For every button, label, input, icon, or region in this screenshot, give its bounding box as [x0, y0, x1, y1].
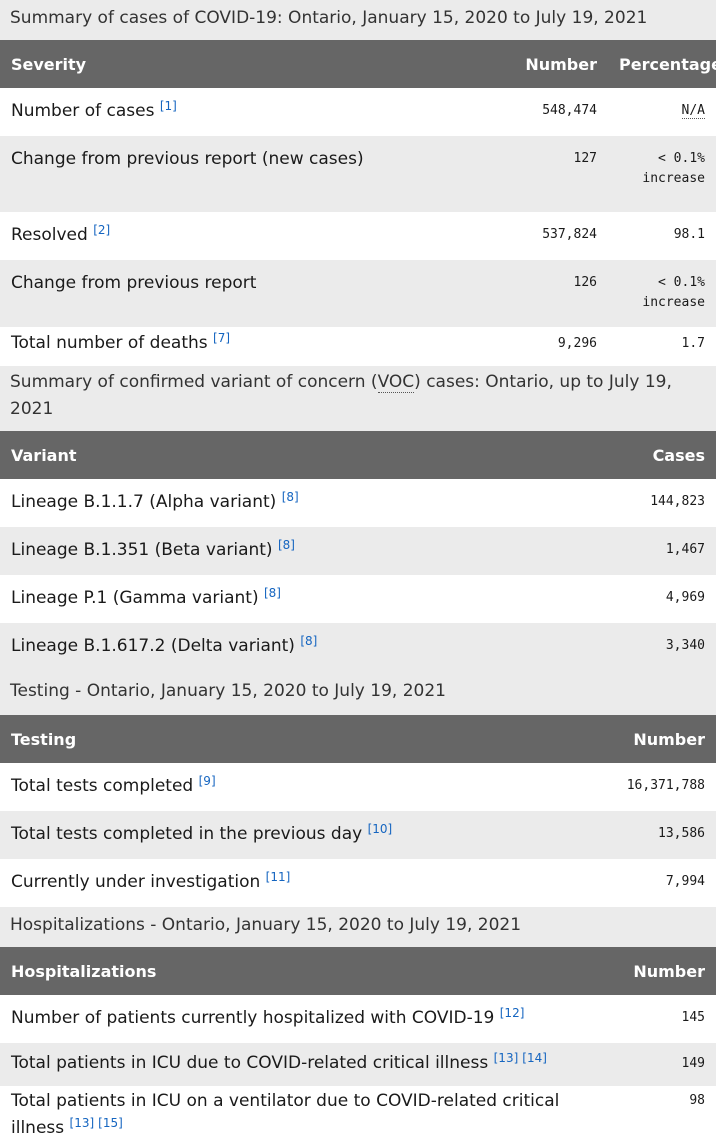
- table-row: Lineage B.1.351 (Beta variant) [8] 1,467: [0, 527, 716, 575]
- footnote-link[interactable]: [8]: [300, 634, 318, 648]
- table-row: Total patients in ICU on a ventilator du…: [0, 1086, 716, 1144]
- footnote-link[interactable]: [8]: [281, 490, 299, 504]
- row-number: 149: [600, 1043, 716, 1086]
- row-percentage: < 0.1% increase: [608, 260, 716, 327]
- table-row: Total tests completed [9] 16,371,788: [0, 763, 716, 811]
- row-label: Total patients in ICU on a ventilator du…: [11, 1091, 560, 1138]
- table-row: Lineage P.1 (Gamma variant) [8] 4,969: [0, 575, 716, 623]
- footnote-link[interactable]: [11]: [265, 870, 291, 884]
- hospitalizations-header: Hospitalizations: [0, 947, 600, 995]
- row-cases: 3,340: [560, 623, 716, 671]
- table-row: Total number of deaths [7] 9,296 1.7: [0, 327, 716, 366]
- table-row: Resolved [2] 537,824 98.1: [0, 212, 716, 260]
- row-label: Total tests completed [9]: [11, 774, 216, 796]
- footnote-link[interactable]: [10]: [367, 822, 393, 836]
- row-label: Total tests completed in the previous da…: [0, 811, 560, 859]
- hospitalizations-caption: Hospitalizations - Ontario, January 15, …: [0, 907, 716, 947]
- row-label: Lineage P.1 (Gamma variant) [8]: [11, 586, 281, 608]
- row-cases: 144,823: [650, 494, 705, 509]
- row-number: 127: [500, 136, 608, 212]
- variants-caption: Summary of confirmed variant of concern …: [0, 366, 716, 431]
- row-label: Lineage B.1.1.7 (Alpha variant) [8]: [11, 490, 299, 512]
- footnote-link[interactable]: [8]: [277, 538, 295, 552]
- row-number: 548,474: [542, 103, 597, 118]
- row-number: 9,296: [557, 336, 597, 351]
- row-label: Currently under investigation [11]: [11, 870, 291, 892]
- testing-header: Testing: [0, 715, 560, 763]
- table-row: Lineage B.1.617.2 (Delta variant) [8] 3,…: [0, 623, 716, 671]
- footnote-link[interactable]: [13]: [69, 1116, 95, 1130]
- row-percentage: N/A: [681, 103, 705, 119]
- row-percentage: 98.1: [673, 227, 705, 242]
- voc-abbreviation: VOC: [377, 372, 415, 393]
- summary-header-row: Severity Number Percentage: [0, 40, 716, 88]
- row-label: Change from previous report: [0, 260, 500, 327]
- table-row: Total tests completed in the previous da…: [0, 811, 716, 859]
- number-header: Number: [560, 715, 716, 763]
- summary-table: Severity Number Percentage Number of cas…: [0, 40, 716, 366]
- row-percentage: 1.7: [681, 336, 705, 351]
- table-row: Lineage B.1.1.7 (Alpha variant) [8] 144,…: [0, 479, 716, 527]
- row-number: 537,824: [542, 227, 597, 242]
- footnote-link[interactable]: [1]: [159, 99, 177, 113]
- row-label: Lineage B.1.617.2 (Delta variant) [8]: [0, 623, 560, 671]
- table-row: Number of cases [1] 548,474 N/A: [0, 88, 716, 136]
- row-label: Total patients in ICU due to COVID-relat…: [0, 1043, 600, 1086]
- hospitalizations-table: Hospitalizations Number Number of patien…: [0, 947, 716, 1144]
- table-row: Number of patients currently hospitalize…: [0, 995, 716, 1043]
- row-label: Number of cases [1]: [11, 99, 177, 121]
- footnote-link[interactable]: [2]: [93, 223, 111, 237]
- row-number: 7,994: [665, 874, 705, 889]
- row-label: Resolved [2]: [11, 223, 111, 245]
- number-header: Number: [500, 40, 608, 88]
- footnote-link[interactable]: [9]: [198, 774, 216, 788]
- hospitalizations-header-row: Hospitalizations Number: [0, 947, 716, 995]
- variants-table: Variant Cases Lineage B.1.1.7 (Alpha var…: [0, 431, 716, 671]
- table-row: Change from previous report (new cases) …: [0, 136, 716, 212]
- footnote-link[interactable]: [13]: [493, 1051, 519, 1065]
- table-row: Change from previous report 126 < 0.1% in…: [0, 260, 716, 327]
- summary-caption: Summary of cases of COVID-19: Ontario, J…: [0, 0, 716, 40]
- footnote-link[interactable]: [15]: [98, 1116, 123, 1130]
- footnote-link[interactable]: [12]: [499, 1006, 525, 1020]
- footnote-link[interactable]: [7]: [213, 331, 231, 345]
- number-header: Number: [600, 947, 716, 995]
- row-label: Change from previous report (new cases): [0, 136, 500, 212]
- row-label: Lineage B.1.351 (Beta variant) [8]: [0, 527, 560, 575]
- row-number: 145: [681, 1010, 705, 1025]
- footnote-link[interactable]: [14]: [522, 1051, 547, 1065]
- row-label: Total number of deaths [7]: [11, 331, 231, 353]
- testing-caption: Testing - Ontario, January 15, 2020 to J…: [0, 671, 716, 715]
- table-row: Total patients in ICU due to COVID-relat…: [0, 1043, 716, 1086]
- footnote-link[interactable]: [8]: [263, 586, 281, 600]
- testing-header-row: Testing Number: [0, 715, 716, 763]
- row-cases: 4,969: [665, 590, 705, 605]
- row-cases: 1,467: [560, 527, 716, 575]
- row-label: Number of patients currently hospitalize…: [11, 1006, 525, 1028]
- row-number: 13,586: [560, 811, 716, 859]
- row-number: 126: [500, 260, 608, 327]
- table-row: Currently under investigation [11] 7,994: [0, 859, 716, 907]
- row-percentage: < 0.1% increase: [608, 136, 716, 212]
- row-number: 98: [689, 1093, 705, 1108]
- testing-table: Testing Number Total tests completed [9]…: [0, 715, 716, 907]
- variants-header-row: Variant Cases: [0, 431, 716, 479]
- percentage-header: Percentage: [608, 40, 716, 88]
- variant-header: Variant: [0, 431, 560, 479]
- severity-header: Severity: [0, 40, 500, 88]
- row-number: 16,371,788: [626, 778, 705, 793]
- cases-header: Cases: [560, 431, 716, 479]
